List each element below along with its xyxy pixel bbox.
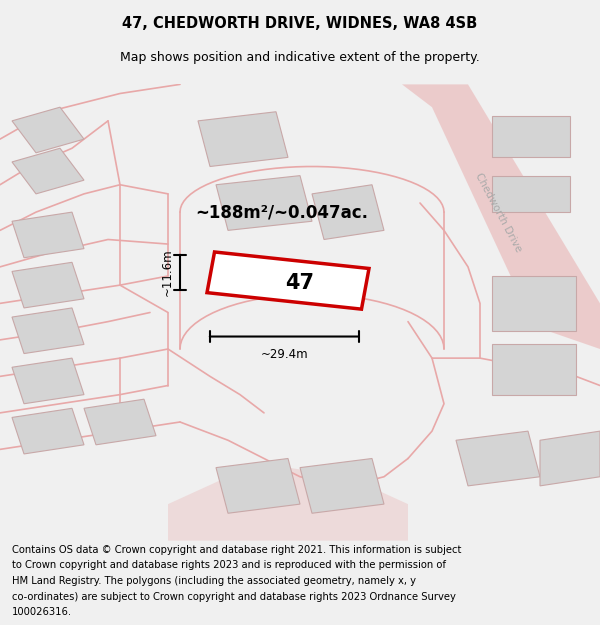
Polygon shape: [12, 358, 84, 404]
Text: ~188m²/~0.047ac.: ~188m²/~0.047ac.: [196, 203, 368, 221]
Polygon shape: [12, 148, 84, 194]
Text: ~29.4m: ~29.4m: [260, 348, 308, 361]
Text: co-ordinates) are subject to Crown copyright and database rights 2023 Ordnance S: co-ordinates) are subject to Crown copyr…: [12, 592, 456, 602]
Polygon shape: [12, 408, 84, 454]
Text: 100026316.: 100026316.: [12, 608, 72, 618]
Text: ~11.6m: ~11.6m: [161, 249, 174, 296]
Text: 47: 47: [286, 273, 314, 293]
Polygon shape: [312, 185, 384, 239]
Text: Contains OS data © Crown copyright and database right 2021. This information is : Contains OS data © Crown copyright and d…: [12, 545, 461, 555]
Polygon shape: [492, 116, 570, 158]
Polygon shape: [492, 276, 576, 331]
Polygon shape: [12, 308, 84, 354]
Polygon shape: [12, 107, 84, 152]
Polygon shape: [540, 431, 600, 486]
Polygon shape: [216, 459, 300, 513]
Polygon shape: [198, 112, 288, 166]
Polygon shape: [216, 176, 312, 231]
Polygon shape: [300, 459, 384, 513]
Polygon shape: [12, 212, 84, 258]
Polygon shape: [168, 468, 408, 541]
Text: Chedworth Drive: Chedworth Drive: [473, 171, 523, 253]
Text: 47, CHEDWORTH DRIVE, WIDNES, WA8 4SB: 47, CHEDWORTH DRIVE, WIDNES, WA8 4SB: [122, 16, 478, 31]
Polygon shape: [492, 176, 570, 212]
Polygon shape: [402, 84, 600, 349]
Text: to Crown copyright and database rights 2023 and is reproduced with the permissio: to Crown copyright and database rights 2…: [12, 561, 446, 571]
Text: Map shows position and indicative extent of the property.: Map shows position and indicative extent…: [120, 51, 480, 64]
Polygon shape: [12, 262, 84, 308]
Polygon shape: [456, 431, 540, 486]
Polygon shape: [84, 399, 156, 445]
Text: HM Land Registry. The polygons (including the associated geometry, namely x, y: HM Land Registry. The polygons (includin…: [12, 576, 416, 586]
Polygon shape: [492, 344, 576, 394]
Polygon shape: [207, 252, 369, 309]
